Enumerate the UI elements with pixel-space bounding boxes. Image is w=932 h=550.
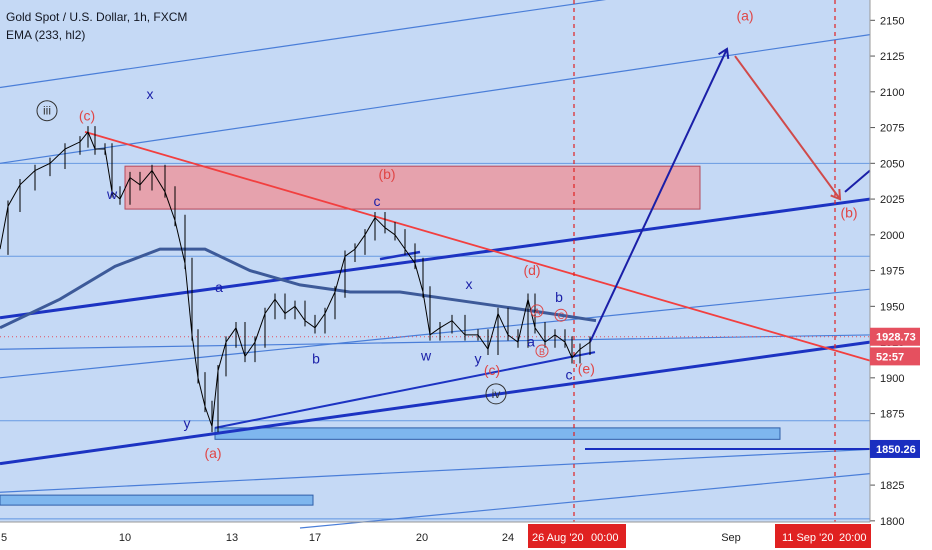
projection-end-line	[844, 169, 871, 193]
channel-line	[0, 448, 871, 493]
y-tick-label: 2050	[880, 158, 904, 170]
wave-label: (c)	[79, 107, 95, 123]
y-tick-label: 2025	[880, 194, 904, 206]
wave-label-circle	[530, 304, 544, 318]
x-tick-label: 5	[1, 532, 7, 544]
channel-line	[0, 0, 607, 89]
y-tick-label: 2075	[880, 123, 904, 135]
x-tick-label: 20:00	[839, 532, 867, 544]
wave-label: iii	[43, 104, 51, 118]
y-tick-label: 1950	[880, 301, 904, 313]
y-tick-label: 2000	[880, 230, 904, 242]
wave-label: B	[539, 347, 545, 357]
wave-label: a	[527, 333, 535, 349]
indicator-label[interactable]: EMA (233, hl2)	[6, 28, 86, 42]
x-tick-label: 13	[226, 532, 238, 544]
wave-label: a	[215, 279, 223, 295]
wave-label: (c)	[484, 362, 500, 378]
wave-label: (a)	[204, 445, 221, 461]
x-tick-label: 10	[119, 532, 131, 544]
resistance-zone	[124, 165, 701, 210]
wave-label: b	[312, 351, 320, 367]
wave-label: c	[374, 193, 381, 209]
x-tick-label: 00:00	[591, 532, 619, 544]
wave-label: b	[555, 289, 563, 305]
y-tick-label: 1875	[880, 409, 904, 421]
date-badge	[528, 524, 626, 548]
descending-red-line	[84, 130, 871, 362]
x-tick-label: 11 Sep '20	[782, 532, 833, 544]
wave-label-circle	[554, 308, 568, 322]
x-tick-label: 20	[416, 532, 428, 544]
wave-label: y	[184, 415, 191, 431]
projection-up-arrow-head	[718, 47, 730, 59]
wave-label: x	[466, 276, 473, 292]
price-badge	[870, 347, 920, 366]
y-tick-label: 1800	[880, 516, 904, 528]
date-badge	[775, 524, 871, 548]
y-tick-label: 2100	[880, 87, 904, 99]
wave-label-circle	[485, 383, 507, 405]
upper-trend-line	[0, 197, 871, 320]
projection-down-arrow-head	[830, 189, 842, 201]
wave-label: (d)	[523, 262, 540, 278]
price-badge-label: 1850.26	[876, 444, 916, 456]
wave-label: y	[475, 351, 482, 367]
wave-label: A	[534, 307, 540, 317]
x-tick-label: 24	[502, 532, 514, 544]
lower-support-zone	[0, 494, 314, 506]
wave-label: (b)	[840, 205, 857, 221]
y-tick-label: 1900	[880, 373, 904, 385]
price-layer	[0, 126, 597, 433]
wave-label: (b)	[378, 166, 395, 182]
wave-trend-line	[214, 351, 596, 429]
channel-line	[0, 34, 871, 164]
wave-label: w	[420, 348, 432, 364]
wave-label: '(e)	[575, 361, 595, 377]
ema-line	[0, 247, 597, 330]
projection-up-arrow	[589, 48, 728, 343]
wave-label: C	[558, 311, 565, 321]
wave-label-circle	[36, 100, 58, 122]
y-tick-label: 1975	[880, 266, 904, 278]
price-axis-background	[870, 0, 932, 550]
channel-line	[0, 334, 871, 350]
price-badge	[870, 439, 920, 458]
projection-down-arrow	[734, 55, 841, 200]
y-tick-label: 2125	[880, 51, 904, 63]
y-tick-label: 2150	[880, 15, 904, 27]
x-tick-label: 26 Aug '20	[532, 532, 584, 544]
support-zone	[214, 427, 781, 440]
chart-legend: Gold Spot / U.S. Dollar, 1h, FXCM EMA (2…	[6, 8, 187, 44]
y-tick-label: 1825	[880, 480, 904, 492]
price-badge	[870, 327, 920, 346]
short-trend-line	[379, 250, 421, 261]
x-tick-label: Sep	[721, 532, 741, 544]
symbol-title[interactable]: Gold Spot / U.S. Dollar, 1h, FXCM	[6, 10, 188, 24]
price-badge-label: 52:57	[876, 351, 904, 363]
wave-label: iv	[492, 387, 501, 401]
wave-label: x	[147, 86, 154, 102]
price-badge-label: 1928.73	[876, 332, 916, 344]
wave-label: (a)	[736, 7, 753, 23]
lower-trend-line	[0, 340, 871, 466]
wave-label: c	[566, 366, 573, 382]
channel-line	[299, 473, 871, 529]
x-tick-label: 17	[309, 532, 321, 544]
channel-line	[0, 288, 871, 379]
trendlines-layer	[0, 0, 871, 529]
wave-label: w	[106, 186, 118, 202]
wave-label-circle	[535, 344, 549, 358]
